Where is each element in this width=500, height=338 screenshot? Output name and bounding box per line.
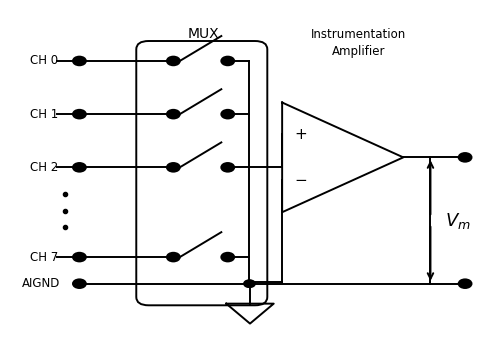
- Circle shape: [73, 280, 86, 288]
- FancyBboxPatch shape: [136, 41, 268, 305]
- Circle shape: [73, 163, 86, 172]
- Circle shape: [458, 153, 471, 162]
- Text: Instrumentation
Amplifier: Instrumentation Amplifier: [311, 28, 406, 58]
- Circle shape: [244, 280, 254, 287]
- Circle shape: [245, 280, 255, 287]
- Text: −: −: [294, 173, 308, 188]
- Circle shape: [458, 280, 471, 288]
- Circle shape: [167, 163, 180, 172]
- Circle shape: [167, 57, 180, 65]
- Text: CH 0: CH 0: [30, 54, 58, 68]
- Text: MUX: MUX: [187, 27, 219, 41]
- Circle shape: [73, 253, 86, 261]
- Circle shape: [167, 253, 180, 261]
- Circle shape: [222, 57, 234, 65]
- Circle shape: [222, 253, 234, 261]
- Circle shape: [73, 110, 86, 118]
- Text: CH 1: CH 1: [30, 107, 58, 121]
- Circle shape: [167, 110, 180, 118]
- Text: CH 2: CH 2: [30, 161, 58, 174]
- Circle shape: [73, 57, 86, 65]
- Text: $V_m$: $V_m$: [445, 211, 470, 231]
- Text: CH 7: CH 7: [30, 250, 58, 264]
- Text: AIGND: AIGND: [22, 277, 60, 290]
- Text: +: +: [294, 127, 308, 142]
- Circle shape: [222, 110, 234, 118]
- Circle shape: [222, 163, 234, 172]
